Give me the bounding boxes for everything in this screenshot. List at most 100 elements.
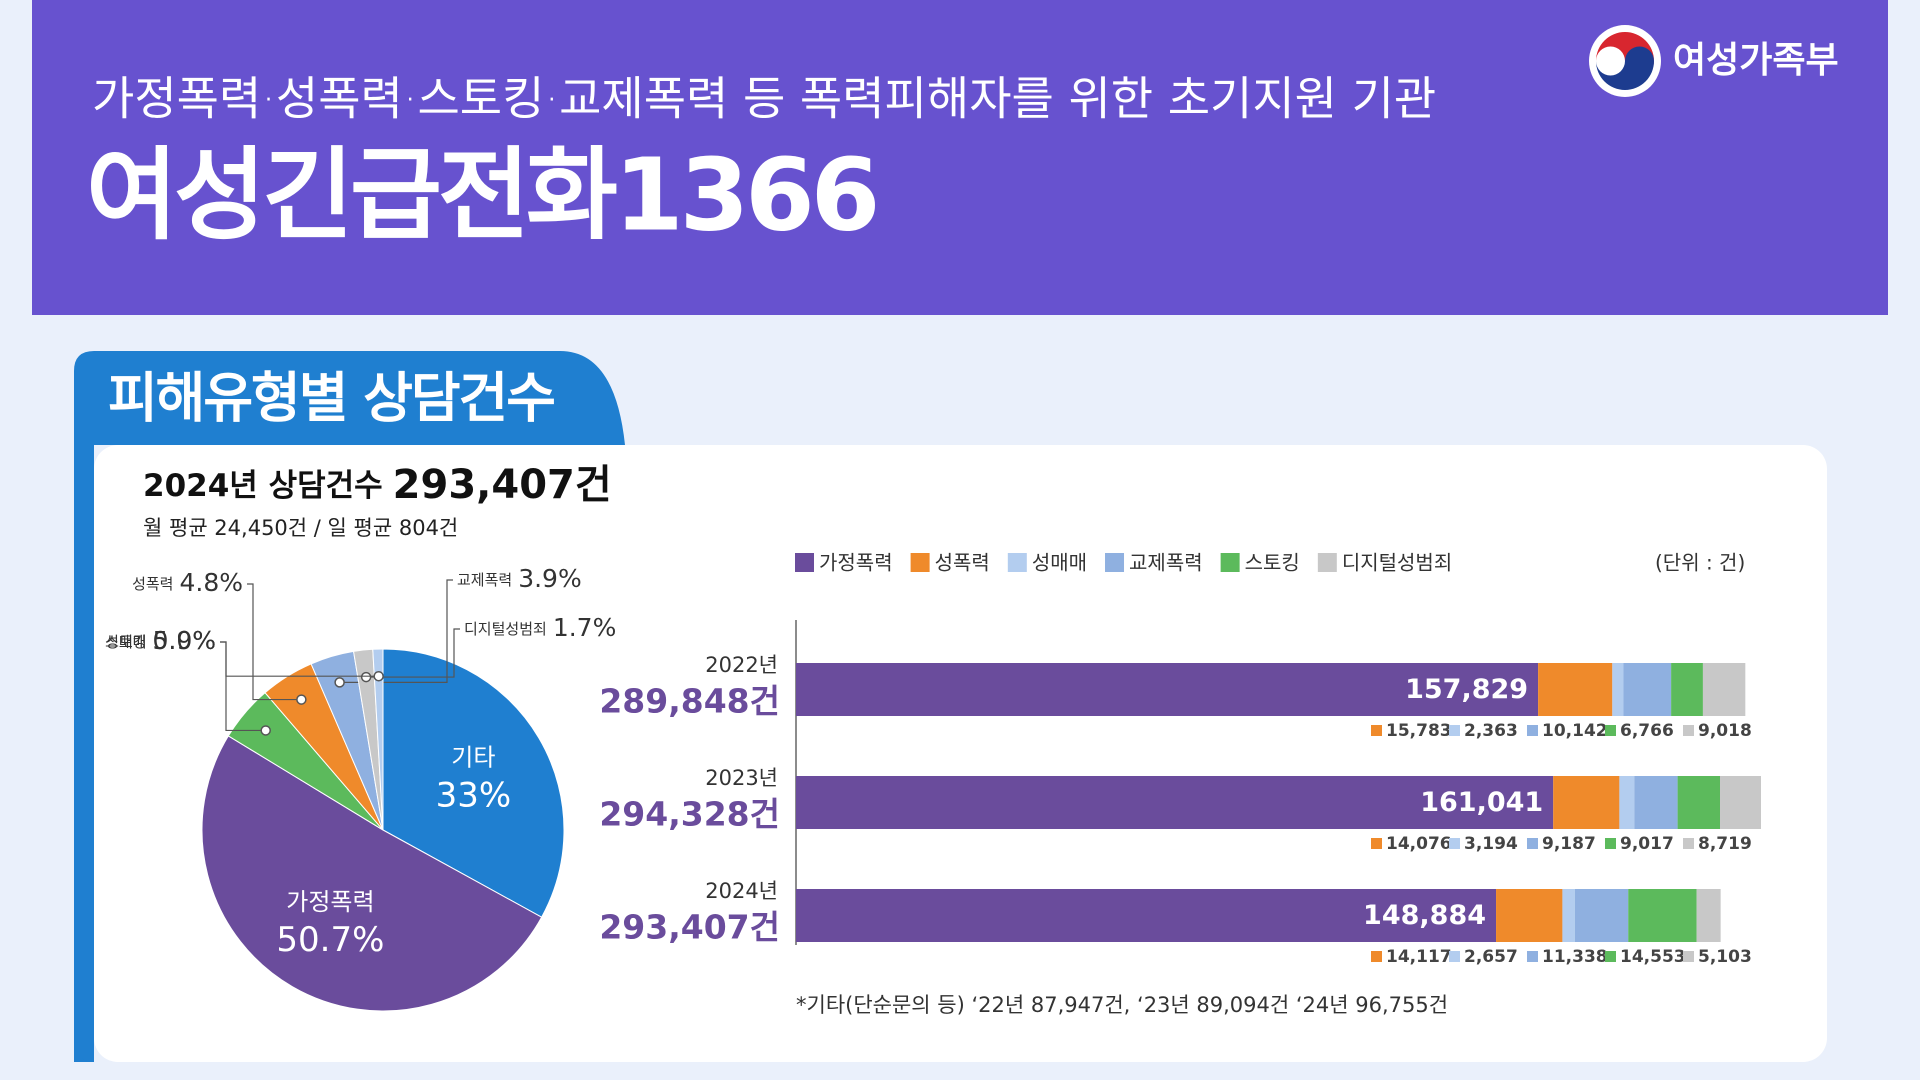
pie-label: 스토킹 5.0% [105, 626, 216, 655]
leader-line [366, 628, 460, 678]
year-total: 293,407건 [599, 908, 780, 947]
bar-value-swatch [1605, 951, 1616, 962]
leader-line [220, 641, 379, 677]
pie-label: 디지털성범죄 1.7% [464, 613, 616, 642]
bar-segment [796, 889, 1497, 942]
legend-label: 디지털성범죄 [1342, 551, 1452, 575]
bar-value-swatch [1683, 951, 1694, 962]
legend-swatch [1220, 553, 1240, 572]
bar-value-label: 2,363 [1464, 721, 1518, 741]
section-title: 피해유형별 상담건수 [108, 367, 554, 430]
bar-value-swatch [1527, 725, 1538, 736]
summary-headline: 2024년 상담건수 [143, 468, 383, 504]
bar-segment [1496, 889, 1563, 942]
pie-label-name: 기타 [451, 744, 495, 772]
bar-segment [1562, 889, 1575, 942]
bar-segment [1623, 663, 1672, 716]
bar-segment [1696, 889, 1721, 942]
legend-swatch [1007, 553, 1027, 572]
pie-slice [201, 735, 543, 1012]
bar-segment [1553, 776, 1620, 829]
pie-slice [372, 648, 384, 831]
pie-label-value: 3.9% [518, 564, 582, 593]
bar-value-label: 9,017 [1620, 834, 1674, 854]
header-title: 여성긴급전화1366 [86, 136, 876, 253]
leader-line [339, 579, 453, 683]
bar-value-label: 14,076 [1386, 834, 1452, 854]
bar-segment [1538, 663, 1613, 716]
leader-dot [360, 671, 372, 683]
section-tab [74, 351, 625, 1062]
bar-value-swatch [1527, 951, 1538, 962]
bar-value-label: 10,142 [1542, 721, 1608, 741]
bar-chart: 가정폭력 성폭력 성매매 교제폭력 스토킹 디지털성범죄 (단위 : 건) 2022년 289,… [599, 551, 1761, 1017]
legend-label: 가정폭력 [819, 551, 893, 575]
legend-label: 스토킹 [1245, 551, 1300, 575]
bar-value-label: 3,194 [1464, 834, 1518, 854]
legend-label: 성폭력 [935, 551, 990, 575]
bar-value-label: 14,117 [1386, 947, 1452, 967]
bar-value-label: 6,766 [1620, 721, 1674, 741]
logo-text: 여성가족부 [1673, 40, 1839, 81]
pie-label: 성폭력 4.8% [132, 568, 243, 597]
bar-value-swatch [1371, 725, 1382, 736]
bar-value-label: 9,187 [1542, 834, 1596, 854]
pie-label-name: 스토킹 [105, 633, 146, 651]
pie-label: 교제폭력 3.9% [457, 564, 582, 593]
logo: 여성가족부 [1589, 25, 1839, 97]
year-total: 294,328건 [599, 795, 780, 834]
bar-value-label: 11,338 [1542, 947, 1608, 967]
bar-value-swatch [1449, 838, 1460, 849]
header-band [32, 0, 1888, 315]
year-label: 2023년 [705, 766, 778, 790]
year-total: 289,848건 [599, 682, 780, 721]
bar-value-label: 161,041 [1420, 787, 1543, 818]
pie-slice [382, 648, 565, 918]
bar-segment [1612, 663, 1624, 716]
bar-value-swatch [1605, 725, 1616, 736]
year-label: 2022년 [705, 653, 778, 677]
legend-swatch [910, 553, 930, 572]
bar-segment [1634, 776, 1678, 829]
bar-segment [1574, 889, 1629, 942]
bar-segment [1677, 776, 1721, 829]
bar-segment [796, 776, 1554, 829]
bar-value-swatch [1449, 725, 1460, 736]
pie-label-value: 0.9% [152, 626, 216, 655]
leader-dot [334, 677, 345, 688]
pie-label-name: 성폭력 [132, 575, 173, 593]
bar-segment [1619, 776, 1635, 829]
bar-segment [1720, 776, 1761, 829]
bar-value-label: 9,018 [1698, 721, 1752, 741]
bar-value-label: 14,553 [1620, 947, 1686, 967]
unit-label: (단위 : 건) [1655, 551, 1745, 575]
bar-value-swatch [1683, 725, 1694, 736]
footnote: *기타(단순문의 등) ‘22년 87,947건, ‘23년 89,094건 ‘… [796, 993, 1448, 1017]
pie-label: 기타 33% [436, 744, 512, 816]
bar-segment [1671, 663, 1703, 716]
legend-swatch [1105, 553, 1125, 572]
pie-label: 성매매 0.9% [105, 626, 216, 655]
bar-value-swatch [1371, 838, 1382, 849]
bar-value-swatch [1449, 951, 1460, 962]
bar-segment [796, 663, 1539, 716]
leader-dot [260, 725, 271, 736]
summary-line: 2024년 상담건수 293,407건 [143, 462, 612, 508]
bar-value-swatch [1371, 951, 1382, 962]
bar-value-swatch [1527, 838, 1538, 849]
summary-average: 월 평균 24,450건 / 일 평균 804건 [143, 516, 458, 540]
section-stripe [74, 371, 96, 1062]
pie-label-value: 5.0% [152, 626, 216, 655]
bar-value-swatch [1605, 838, 1616, 849]
pie-label-name: 성매매 [105, 633, 146, 651]
leader-dot [296, 694, 307, 705]
bar-segment [1702, 663, 1746, 716]
leader-line [247, 583, 302, 701]
legend-label: 교제폭력 [1129, 551, 1203, 575]
pie-chart: 기타 33% 가정폭력 50.7% 스토킹 5.0% 성폭력 4.8% 교제폭력 3.9% 디지털성… [105, 564, 616, 1012]
bar-value-swatch [1683, 838, 1694, 849]
header-subtitle: 가정폭력·성폭력·스토킹·교제폭력 등 폭력피해자를 위한 초기지원 기관 [92, 72, 1436, 126]
bar-value-label: 148,884 [1363, 900, 1486, 931]
